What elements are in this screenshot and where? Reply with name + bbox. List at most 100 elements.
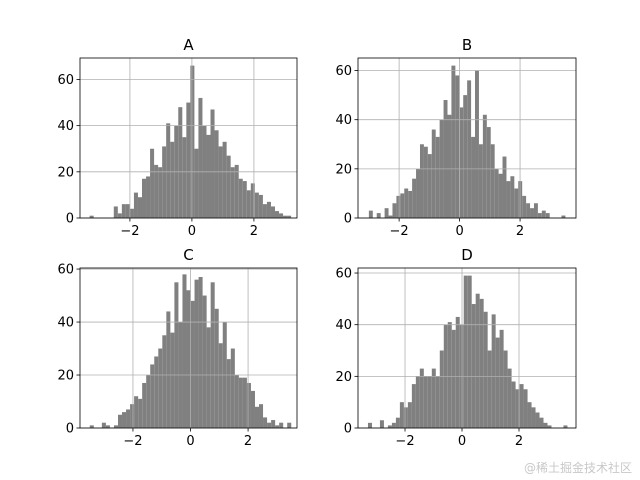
hist-bar [158, 348, 163, 428]
hist-bar [478, 144, 483, 218]
hist-bar [198, 97, 203, 218]
hist-bar [214, 308, 219, 428]
hist-bar [408, 190, 413, 218]
hist-bar [475, 293, 480, 428]
hist-bar [287, 422, 292, 428]
hist-bar [182, 137, 187, 218]
hist-bar [459, 107, 464, 218]
y-tick-label: 0 [66, 212, 74, 227]
hist-bar [142, 178, 147, 218]
hist-bar [447, 114, 452, 218]
hist-bar [222, 141, 227, 218]
x-tick-label: 2 [244, 434, 252, 449]
hist-bar [133, 192, 138, 218]
hist-bar [483, 311, 488, 428]
hist-bar [507, 368, 512, 428]
hist-bar [246, 382, 251, 428]
hist-bar [447, 322, 452, 428]
x-tick-label: 2 [250, 224, 258, 239]
watermark: @稀土掘金技术社区 [524, 460, 632, 475]
hist-bar [391, 422, 396, 428]
hist-bar [142, 382, 147, 428]
hist-bar [475, 70, 479, 218]
hist-bar [218, 343, 223, 428]
hist-bar [533, 203, 538, 218]
hist-bar [242, 377, 247, 428]
y-tick-label: 60 [335, 267, 352, 282]
hist-bar [206, 327, 211, 428]
hist-bar [467, 275, 472, 428]
hist-bar [399, 402, 404, 428]
hist-bar [539, 417, 544, 428]
hist-bar [166, 311, 171, 428]
hist-bar [396, 195, 401, 218]
hist-bar [190, 300, 195, 428]
y-tick-label: 20 [57, 165, 74, 180]
hist-bar [463, 95, 468, 218]
hist-bar [190, 65, 195, 218]
hist-bar [451, 329, 456, 428]
hist-bar [379, 420, 384, 428]
hist-bar [541, 210, 546, 218]
x-tick-label: 2 [515, 434, 523, 449]
y-tick-label: 0 [344, 212, 352, 227]
hist-bar [439, 350, 444, 428]
y-tick-label: 60 [335, 64, 352, 79]
hist-bar [479, 298, 484, 428]
hist-bar [174, 282, 179, 428]
hist-bar [463, 275, 468, 428]
hist-bar [158, 167, 163, 218]
hist-bar [388, 215, 393, 218]
hist-bar [368, 210, 373, 218]
hist-bar [531, 407, 536, 428]
y-tick-label: 60 [57, 263, 74, 278]
hist-bar [138, 398, 143, 428]
hist-bar [419, 368, 424, 428]
hist-bar [250, 390, 255, 428]
hist-bar [230, 348, 235, 428]
hist-bar [130, 404, 135, 428]
hist-bar [287, 215, 292, 218]
y-tick-label: 20 [335, 370, 352, 385]
axes-frame [357, 267, 577, 429]
hist-bar [242, 181, 247, 218]
hist-bar [210, 282, 215, 428]
hist-bar [254, 192, 259, 218]
x-tick-label: −2 [395, 434, 414, 449]
hist-bar [234, 375, 239, 428]
hist-bar [105, 425, 110, 428]
hist-bar [415, 376, 420, 428]
hist-bar [270, 206, 275, 218]
hist-bar [537, 213, 542, 218]
hist-bar [416, 168, 420, 218]
x-tick-label: 2 [516, 224, 524, 239]
hist-bar [226, 359, 231, 428]
x-tick-label: 0 [458, 434, 466, 449]
hist-bar [214, 130, 219, 218]
hist-bar [238, 178, 243, 218]
hist-bar [194, 279, 199, 428]
hist-bar [129, 208, 134, 218]
hist-bar [427, 154, 432, 218]
hist-bar [170, 332, 175, 428]
hist-bar [376, 213, 381, 218]
x-tick-label: −2 [390, 224, 409, 239]
hist-bar [117, 213, 122, 218]
hist-bar [162, 146, 167, 218]
hist-bar [367, 422, 372, 428]
hist-bar [435, 136, 440, 218]
hist-bar [198, 277, 203, 428]
y-tick-label: 40 [335, 318, 352, 333]
hist-bar [471, 304, 476, 428]
hist-bar [121, 204, 126, 218]
hist-bar [419, 144, 424, 218]
hist-bar [202, 295, 207, 428]
hist-bar [186, 290, 191, 428]
hist-bar [146, 176, 151, 218]
hist-bar [490, 144, 495, 218]
hist-bar [154, 356, 159, 428]
hist-bar [543, 422, 548, 428]
hist-bar [186, 102, 191, 218]
x-tick-label: −2 [123, 434, 142, 449]
